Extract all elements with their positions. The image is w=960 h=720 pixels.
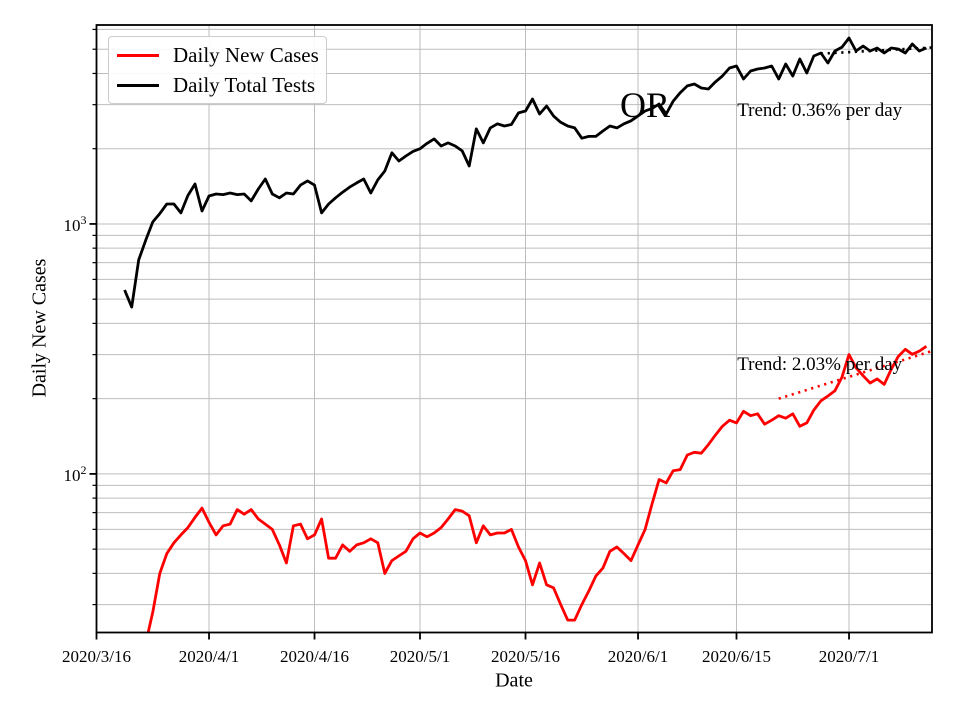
x-tick-label: 2020/5/1 <box>389 647 451 666</box>
legend-item-daily-total-tests: Daily Total Tests <box>109 72 326 97</box>
x-tick-label: 2020/3/16 <box>62 647 131 666</box>
legend-item-daily-new-cases: Daily New Cases <box>109 42 326 67</box>
trend-line-tests-trend <box>820 46 932 55</box>
y-tick-label: 103 <box>63 213 87 235</box>
x-tick-label: 2020/5/16 <box>491 647 560 666</box>
x-tick-label: 2020/4/16 <box>280 647 349 666</box>
legend-label: Daily New Cases <box>173 42 319 67</box>
legend: Daily New Cases Daily Total Tests <box>108 36 327 104</box>
x-axis-label: Date <box>495 669 533 692</box>
series-line-daily-new-cases <box>146 345 928 633</box>
plot-frame <box>95 24 933 634</box>
tests-trend-annotation: Trend: 0.36% per day <box>737 100 903 121</box>
black-line-swatch-icon <box>117 83 159 87</box>
x-tick-label: 2020/7/1 <box>818 647 880 666</box>
y-tick-label: 102 <box>63 463 87 485</box>
series-line-daily-total-tests <box>123 36 927 309</box>
red-line-swatch-icon <box>117 53 159 57</box>
y-axis-label: Daily New Cases <box>28 258 51 398</box>
legend-label: Daily Total Tests <box>173 72 316 97</box>
cases-trend-annotation: Trend: 2.03% per day <box>737 353 903 375</box>
x-tick-label: 2020/4/1 <box>178 647 240 666</box>
x-tick-label: 2020/6/1 <box>607 647 669 666</box>
x-tick-label: 2020/6/15 <box>702 647 771 666</box>
state-annotation: OR <box>620 84 671 125</box>
